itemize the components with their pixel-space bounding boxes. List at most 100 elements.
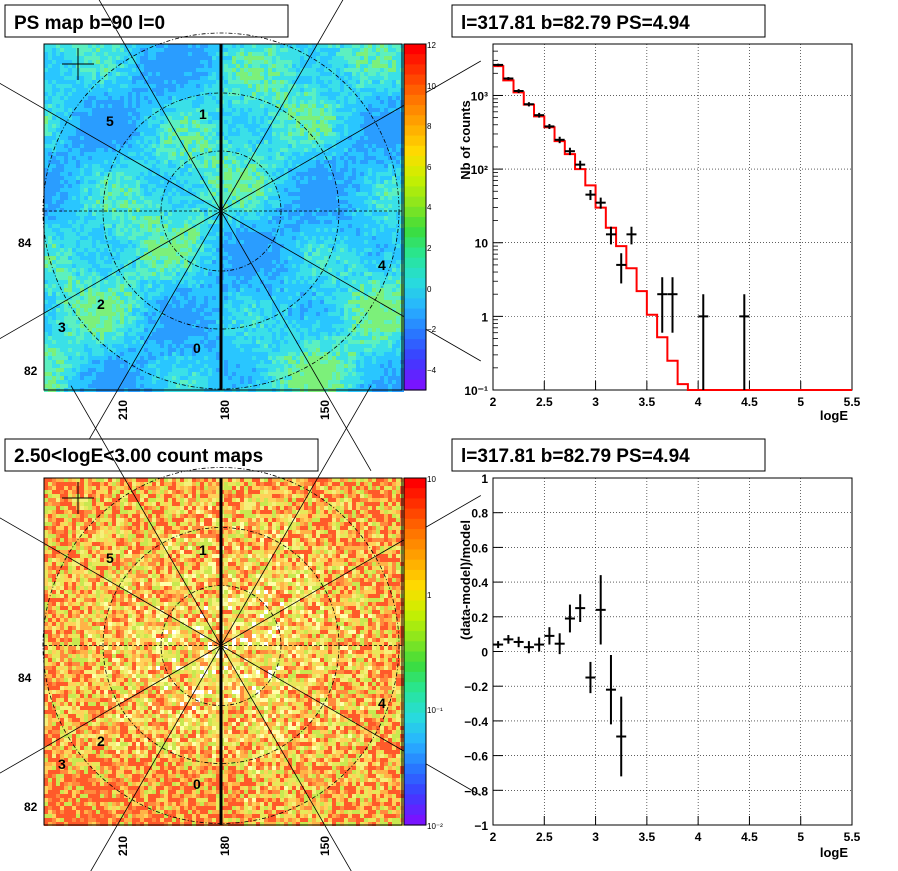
map-cell [380,224,384,228]
map-cell [60,244,64,248]
map-cell [328,196,332,200]
map-cell [148,212,152,216]
map-cell [136,72,140,76]
map-cell [72,96,76,100]
map-cell [112,144,116,148]
map-cell [392,172,396,176]
map-cell [236,132,240,136]
map-cell [380,128,384,132]
map-cell [72,236,76,240]
map-cell [116,228,120,232]
map-cell [312,132,316,136]
map-cell [96,48,100,52]
map-cell [140,60,144,64]
map-cell [60,196,64,200]
map-cell [60,120,64,124]
map-cell [128,256,132,260]
map-cell [248,112,252,116]
map-cell [356,168,360,172]
map-cell [368,88,372,92]
map-cell [348,176,352,180]
map-cell [300,224,304,228]
map-cell [212,216,216,220]
map-cell [172,116,176,120]
map-cell [72,216,76,220]
map-cell [68,148,72,152]
map-cell [336,52,340,56]
map-cell [292,156,296,160]
map-cell [272,256,276,260]
map-cell [120,92,124,96]
map-cell [388,100,392,104]
map-cell [180,160,184,164]
map-cell [212,92,216,96]
map-cell [168,168,172,172]
map-cell [100,128,104,132]
map-cell [72,248,76,252]
map-cell [64,196,68,200]
map-cell [240,228,244,232]
map-cell [288,124,292,128]
map-cell [104,256,108,260]
map-cell [240,132,244,136]
map-cell [356,108,360,112]
map-cell [380,52,384,56]
map-cell [244,196,248,200]
map-cell [172,164,176,168]
map-cell [316,96,320,100]
map-cell [136,240,140,244]
map-cell [160,232,164,236]
map-cell [116,196,120,200]
map-cell [248,176,252,180]
map-cell [88,256,92,260]
map-cell [192,244,196,248]
map-cell [172,252,176,256]
map-cell [44,92,48,96]
map-cell [256,216,260,220]
map-cell [384,116,388,120]
map-cell [320,120,324,124]
map-cell [252,100,256,104]
map-cell [212,120,216,124]
map-cell [352,156,356,160]
map-cell [240,220,244,224]
map-cell [388,120,392,124]
map-cell [392,216,396,220]
map-cell [204,48,208,52]
map-cell [80,120,84,124]
map-cell [288,260,292,264]
map-cell [180,128,184,132]
map-cell [212,180,216,184]
map-cell [280,140,284,144]
map-cell [328,84,332,88]
map-cell [364,196,368,200]
map-cell [264,92,268,96]
map-cell [208,96,212,100]
map-cell [288,108,292,112]
map-cell [260,144,264,148]
map-cell [140,148,144,152]
map-cell [272,188,276,192]
map-cell [288,252,292,256]
map-cell [352,128,356,132]
map-cell [88,140,92,144]
map-cell [136,88,140,92]
map-cell [88,176,92,180]
map-cell [372,204,376,208]
map-cell [100,120,104,124]
map-cell [136,200,140,204]
map-cell [112,112,116,116]
map-cell [168,100,172,104]
map-cell [64,136,68,140]
map-cell [108,44,112,48]
map-cell [392,164,396,168]
map-cell [112,164,116,168]
map-cell [72,56,76,60]
map-cell [216,220,220,224]
map-cell [244,260,248,264]
map-cell [184,116,188,120]
map-cell [64,248,68,252]
map-cell [64,124,68,128]
map-cell [232,44,236,48]
map-cell [316,260,320,264]
